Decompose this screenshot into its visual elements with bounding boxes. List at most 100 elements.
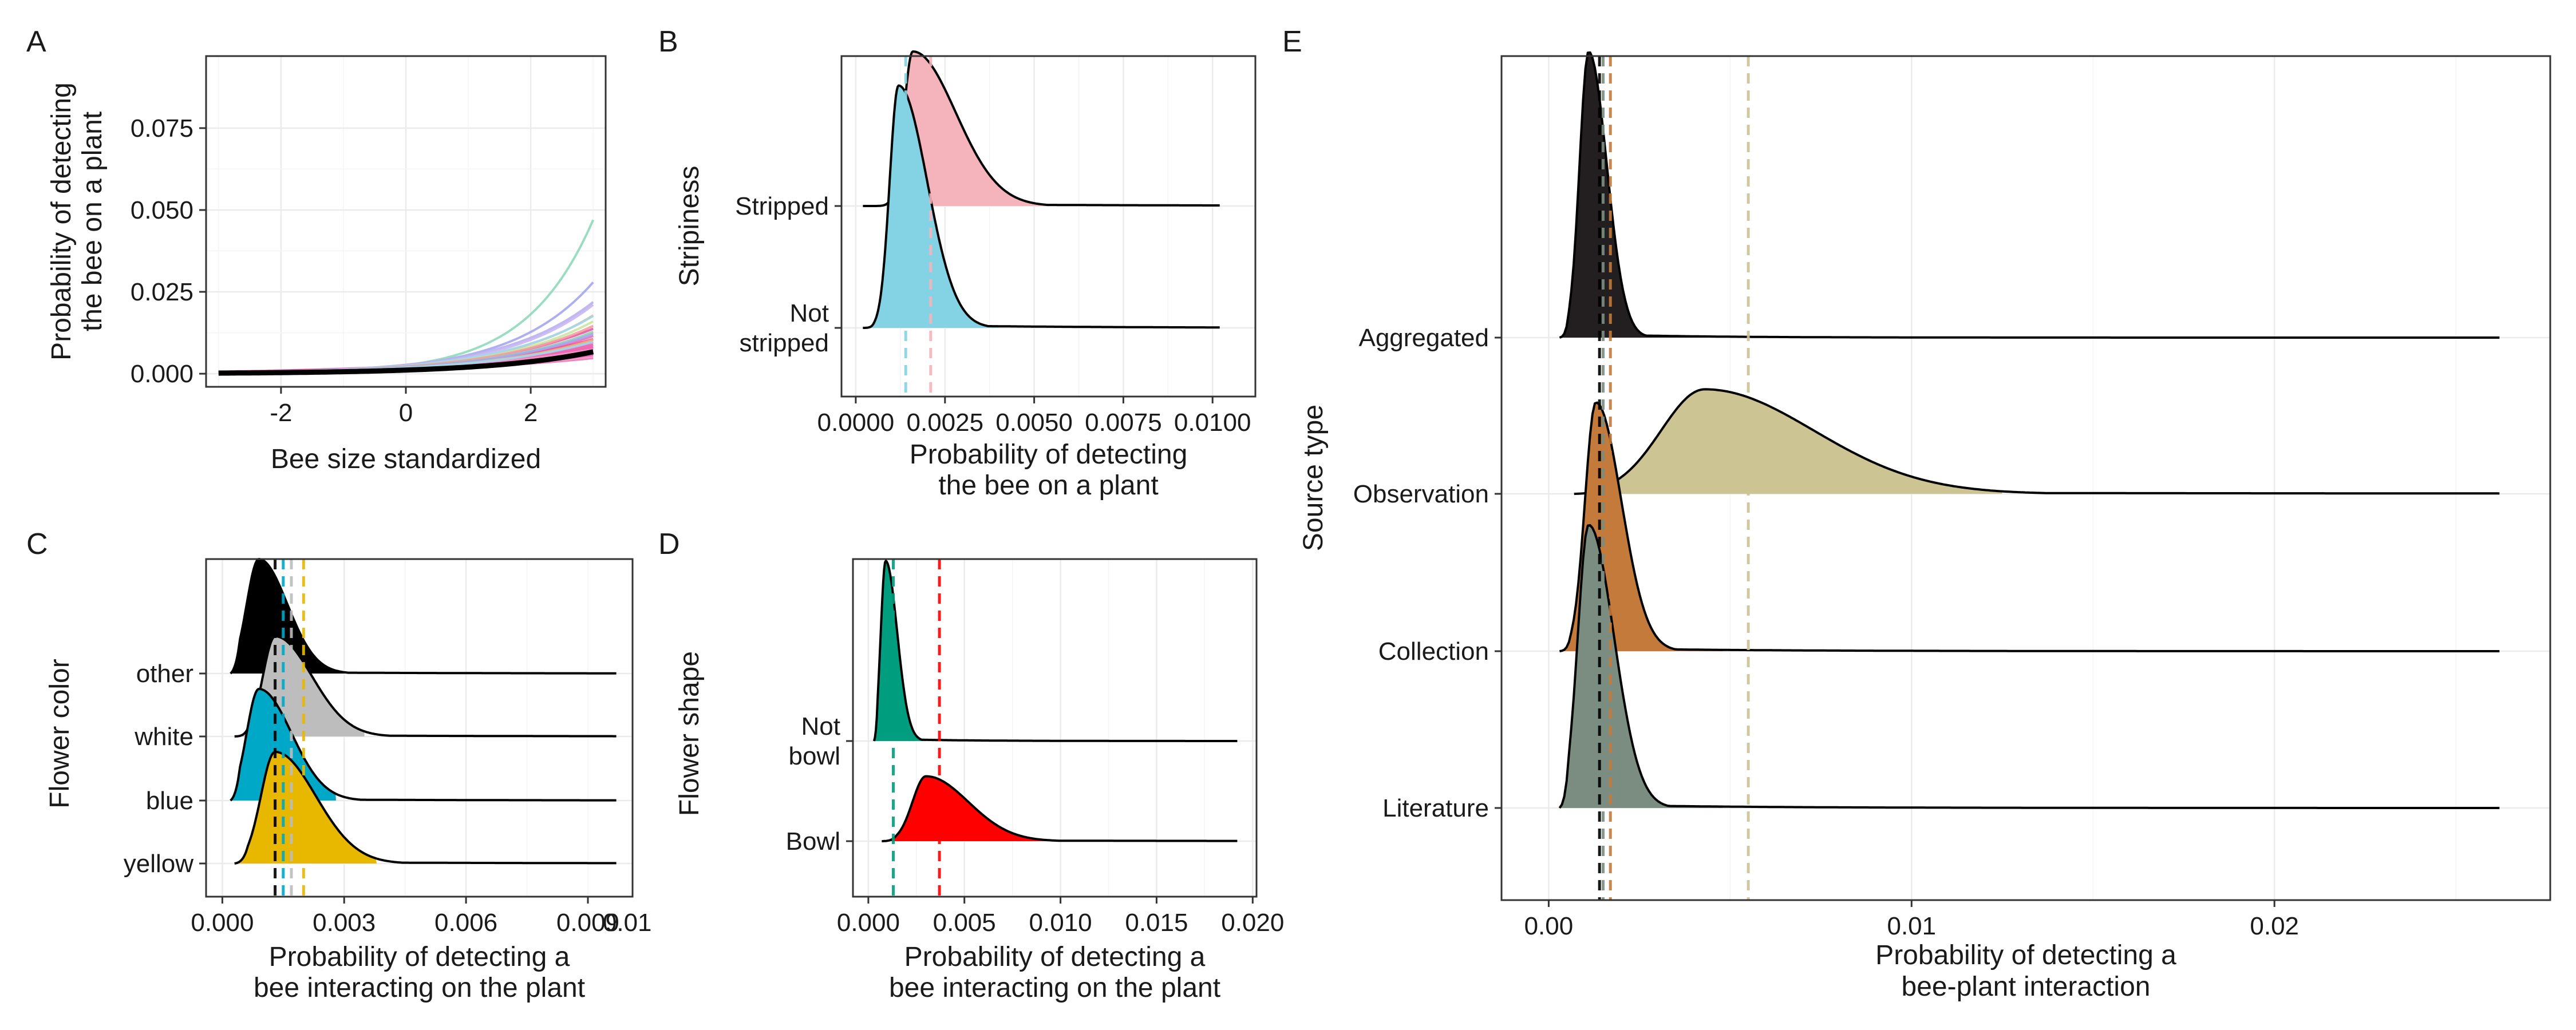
x-tick-label: 0.015 [1125, 909, 1188, 937]
x-tick-label: 0.00 [1524, 912, 1574, 940]
y-axis-title: Flower shape [674, 651, 705, 816]
y-tick-label: other [136, 660, 193, 688]
x-axis-title: the bee on a plant [938, 470, 1158, 501]
x-tick-label: 0.0050 [995, 409, 1073, 437]
panel-letter-a: A [26, 25, 46, 58]
x-tick-label: 0.000 [837, 909, 900, 937]
density-fill [234, 752, 377, 863]
x-tick-label: 0.006 [434, 909, 497, 937]
y-tick-label: yellow [124, 850, 193, 878]
panel-a: A -2 0 2 Bee size standardized Probability of… [26, 25, 607, 474]
panel-letter-c: C [26, 528, 48, 561]
y-axis-title: Flower color [45, 659, 75, 808]
density-fill [863, 85, 999, 328]
y-tick-label: Bowl [786, 827, 840, 855]
mean-curve [218, 349, 594, 376]
y-tick-label: Not [801, 712, 840, 740]
density-outline [881, 775, 1238, 842]
x-axis-title: Probability of detecting a [269, 942, 570, 972]
plot-frame [1500, 55, 2551, 901]
density-fill [1574, 389, 2002, 494]
x-axis: 0.00 0.01 0.02 [1524, 900, 2299, 940]
mean-lines [274, 559, 305, 897]
y-tick-label: Literature [1382, 794, 1489, 822]
x-tick-label: 0.0000 [817, 409, 895, 437]
density-fill [230, 689, 336, 801]
density-outline [230, 688, 617, 802]
panel-letter-b: B [658, 25, 678, 58]
x-tick-label: -2 [270, 399, 292, 427]
mean-lines [892, 559, 941, 897]
y-tick-label: 0.075 [131, 114, 193, 142]
x-axis-title: Probability of detecting [910, 439, 1188, 470]
x-axis-title: bee-plant interaction [1902, 972, 2151, 1002]
density-fill [1559, 52, 1712, 338]
x-axis-title: bee interacting on the plant [889, 973, 1220, 1003]
y-tick-label: Stripped [735, 192, 829, 220]
y-tick-label: blue [146, 787, 193, 815]
x-axis: 0.0000 0.0025 0.0050 0.0075 0.0100 [817, 397, 1251, 437]
mean-lines [1598, 56, 1750, 900]
y-tick-label: 0.050 [131, 196, 193, 224]
y-axis-title: Stripiness [674, 166, 705, 287]
x-axis: 0.000 0.005 0.010 0.015 0.020 [837, 897, 1284, 937]
y-tick-label: Aggregated [1358, 324, 1489, 352]
x-tick-label: 2 [524, 399, 538, 427]
x-tick-label: 0.020 [1221, 909, 1284, 937]
x-tick-label: 0.003 [313, 909, 376, 937]
y-axis-title: the bee on a plant [77, 112, 108, 331]
y-axis-title: Probability of detecting [46, 82, 77, 360]
density-outline [1574, 388, 2500, 495]
panel-e: E 0.00 0.01 0.02 Probability of detecting ab… [1282, 25, 2551, 1002]
ridgelines [872, 560, 1238, 842]
x-tick-label: 0.010 [1029, 909, 1092, 937]
x-tick-label: 0.02 [2250, 912, 2299, 940]
density-outline [234, 635, 617, 738]
density-fill [882, 776, 1051, 841]
y-tick-label: bowl [789, 742, 841, 770]
x-tick-label: 0.005 [933, 909, 996, 937]
density-outline [1559, 51, 2500, 339]
plot-frame [205, 558, 634, 898]
y-tick-label: 0.025 [131, 278, 193, 306]
x-axis-title: Probability of detecting a [904, 942, 1206, 972]
plot-frame [852, 558, 1258, 898]
y-tick-label: white [134, 723, 193, 751]
density-outline [1558, 524, 2500, 809]
x-axis-title: Probability of detecting a [1875, 940, 2176, 970]
x-tick-label: 0.0100 [1174, 409, 1251, 437]
panel-d: D 0.000 0.005 0.010 0.015 0.020 Probability of… [658, 528, 1284, 1003]
y-tick-label: Not [790, 299, 829, 327]
density-fill [874, 561, 926, 741]
density-outline [230, 558, 617, 675]
plot-background [853, 559, 1257, 897]
x-axis-title: bee interacting on the plant [254, 973, 585, 1003]
plot-frame [840, 55, 1257, 398]
x-axis-title: Bee size standardized [271, 444, 541, 474]
density-outline [872, 560, 1238, 742]
x-tick-label: 0.0025 [907, 409, 984, 437]
x-tick-label: 0.0075 [1085, 409, 1162, 437]
curve-group [218, 219, 595, 376]
density-outline [863, 84, 1220, 329]
x-tick-label: 0.01 [603, 909, 652, 937]
x-tick-label: 0.000 [191, 909, 254, 937]
density-outline [234, 751, 617, 865]
y-tick-label: 0.000 [131, 360, 193, 388]
y-axis-title: Source type [1298, 405, 1329, 551]
y-tick-label: Observation [1353, 480, 1489, 508]
x-tick-label: 0.009 [556, 909, 619, 937]
density-outline [1559, 401, 2500, 652]
y-tick-label: stripped [739, 329, 829, 357]
panel-b: B 0.0000 0.0025 0.0050 0.0075 0.0100Probabili… [658, 25, 1257, 501]
x-tick-label: 0.01 [1887, 912, 1936, 940]
mean-lines [904, 56, 933, 397]
panel-letter-d: D [658, 528, 680, 561]
y-tick-label: Collection [1378, 637, 1489, 665]
x-axis: -2 0 2 [270, 387, 538, 427]
plot-frame [205, 55, 607, 388]
x-tick-label: 0 [399, 399, 413, 427]
